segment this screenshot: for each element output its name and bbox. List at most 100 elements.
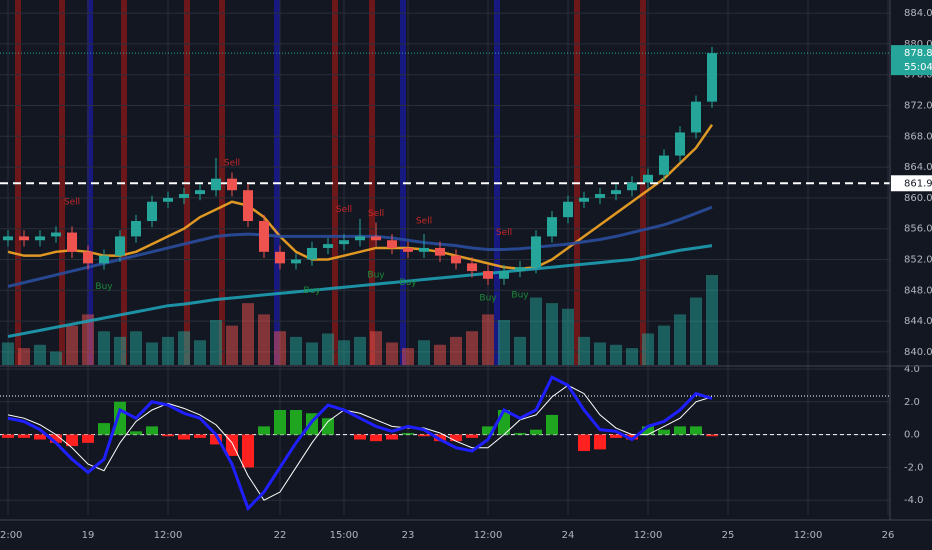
volume-bar	[306, 342, 318, 365]
histogram-bar	[482, 426, 494, 435]
volume-bar	[322, 333, 334, 365]
histogram-bar	[658, 429, 670, 435]
histogram-bar	[610, 434, 622, 438]
y-tick-label: 860.0	[904, 193, 932, 204]
candle-body	[467, 263, 477, 272]
candle-body	[371, 236, 381, 241]
candle-body	[67, 232, 77, 252]
histogram-bar	[594, 434, 606, 450]
signal-label: Sell	[336, 205, 352, 215]
volume-bar	[210, 320, 222, 365]
histogram-bar	[690, 426, 702, 435]
level-box	[891, 175, 932, 192]
volume-bar	[610, 344, 622, 365]
candle-body	[451, 255, 461, 264]
last-price-box	[891, 45, 932, 76]
y-tick-label: 840.0	[904, 347, 932, 358]
volume-bar	[450, 336, 462, 365]
volume-bar	[546, 303, 558, 365]
candle-body	[227, 178, 237, 191]
candle-body	[35, 236, 45, 241]
candle-body	[291, 259, 301, 264]
histogram-bar	[274, 409, 286, 435]
candle-body	[515, 267, 525, 272]
candle-body	[675, 132, 685, 156]
histogram-bar	[466, 434, 478, 438]
histogram-bar	[514, 432, 526, 435]
histogram-bar	[210, 434, 222, 445]
volume-bar	[98, 331, 110, 365]
y-tick-label: 868.0	[904, 131, 932, 142]
volume-bar	[82, 314, 94, 365]
volume-bar	[690, 297, 702, 365]
volume-bar	[498, 320, 510, 365]
signal-stripe	[59, 0, 65, 365]
x-tick-label: 12:00	[0, 530, 22, 541]
volume-bar	[530, 297, 542, 365]
y2-tick-label: -2.0	[904, 462, 924, 473]
signal-label: Sell	[64, 197, 80, 207]
histogram-bar	[194, 434, 206, 438]
histogram-bar	[370, 434, 382, 442]
histogram-bar	[578, 434, 590, 452]
histogram-bar	[34, 434, 46, 440]
histogram-bar	[66, 434, 78, 447]
signal-label: Buy	[479, 294, 497, 304]
volume-bar	[114, 336, 126, 365]
volume-bar	[386, 342, 398, 365]
candle-body	[403, 247, 413, 252]
candle-body	[323, 244, 333, 248]
x-tick-label: 23	[402, 530, 415, 541]
signal-label: Buy	[399, 278, 417, 288]
countdown: 55:04	[904, 62, 932, 73]
x-tick-label: 25	[722, 530, 735, 541]
histogram-bar	[178, 434, 190, 440]
candle-body	[307, 247, 317, 260]
volume-bar	[370, 331, 382, 365]
volume-bar	[402, 348, 414, 365]
histogram-bar	[674, 426, 686, 435]
y-tick-label: 844.0	[904, 316, 932, 327]
y-tick-label: 852.0	[904, 255, 932, 266]
signal-stripe	[332, 0, 338, 365]
volume-bar	[258, 314, 270, 365]
macd-line	[7, 375, 713, 512]
histogram-bar	[242, 434, 254, 468]
candle-body	[387, 240, 397, 248]
candle-body	[483, 271, 493, 279]
signal-label: Sell	[496, 228, 512, 238]
y-tick-label: 848.0	[904, 285, 932, 296]
volume-bar	[594, 342, 606, 365]
histogram-bar	[146, 426, 158, 435]
candle-body	[3, 236, 13, 241]
y2-tick-label: 2.0	[904, 397, 920, 408]
candle-body	[115, 236, 125, 256]
y2-tick-label: -4.0	[904, 495, 924, 506]
volume-bar	[706, 275, 718, 365]
histogram-bar	[98, 423, 110, 435]
x-tick-label: 15:00	[330, 530, 359, 541]
volume-bar	[418, 340, 430, 365]
y-tick-label: 864.0	[904, 162, 932, 173]
signal-label: Buy	[303, 286, 321, 296]
candle-body	[611, 190, 621, 195]
candle-body	[83, 251, 93, 264]
volume-bar	[626, 348, 638, 365]
signal-label: Buy	[511, 290, 529, 300]
volume-bar	[274, 331, 286, 365]
candle-body	[579, 197, 589, 202]
y-tick-label: 876.0	[904, 70, 932, 81]
candle-body	[595, 194, 605, 198]
histogram-bar	[290, 409, 302, 435]
candle-body	[147, 201, 157, 222]
x-tick-label: 12:00	[474, 530, 503, 541]
volume-bar	[434, 344, 446, 365]
histogram-bar	[258, 426, 270, 435]
histogram-bar	[18, 434, 30, 438]
x-tick-label: 12:00	[154, 530, 183, 541]
volume-bar	[146, 342, 158, 365]
volume-bar	[130, 331, 142, 365]
signal-label: Buy	[367, 270, 385, 280]
volume-bar	[242, 303, 254, 365]
histogram-bar	[322, 418, 334, 435]
